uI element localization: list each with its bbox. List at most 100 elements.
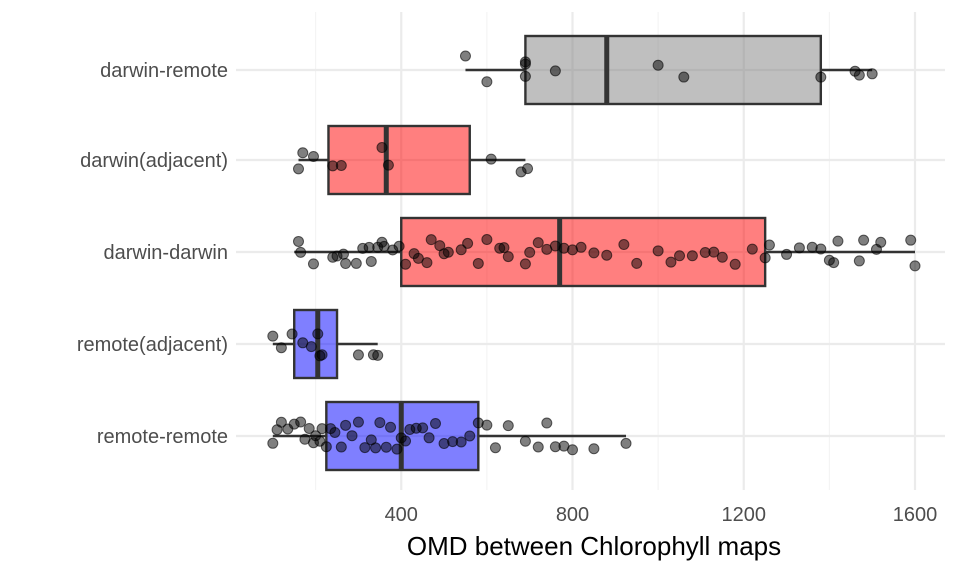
data-point bbox=[652, 245, 664, 257]
data-point bbox=[472, 257, 484, 269]
x-tick-label: 1200 bbox=[722, 504, 767, 526]
x-tick-label: 1600 bbox=[893, 504, 938, 526]
data-point bbox=[853, 255, 865, 267]
data-point bbox=[502, 420, 514, 432]
data-point bbox=[729, 258, 741, 270]
data-point bbox=[400, 258, 412, 270]
data-point bbox=[464, 430, 476, 442]
data-point bbox=[374, 417, 386, 429]
data-point bbox=[340, 258, 352, 270]
data-point bbox=[385, 421, 397, 433]
data-point bbox=[828, 257, 840, 269]
data-point bbox=[489, 442, 501, 454]
y-axis-tick-labels: darwin-remote darwin(adjacent) darwin-darw… bbox=[77, 60, 228, 448]
data-point bbox=[365, 255, 377, 267]
data-point bbox=[423, 432, 435, 444]
data-point bbox=[462, 237, 474, 249]
x-tick-label: 800 bbox=[556, 504, 589, 526]
data-point bbox=[875, 236, 887, 248]
y-tick-label: remote(adjacent) bbox=[77, 334, 228, 356]
data-point bbox=[549, 65, 561, 77]
data-point bbox=[601, 249, 613, 261]
data-point bbox=[295, 246, 307, 258]
data-point bbox=[481, 76, 493, 88]
data-point bbox=[522, 163, 534, 175]
data-point bbox=[455, 436, 467, 448]
data-point bbox=[519, 70, 531, 82]
data-point bbox=[909, 260, 921, 272]
data-point bbox=[359, 442, 371, 454]
data-point bbox=[485, 153, 497, 165]
data-point bbox=[380, 441, 392, 453]
data-point bbox=[815, 243, 827, 255]
data-point bbox=[297, 147, 309, 159]
data-point bbox=[376, 142, 388, 154]
y-tick-label: darwin-darwin bbox=[104, 242, 229, 264]
data-point bbox=[372, 349, 384, 361]
data-point bbox=[519, 56, 531, 68]
data-point bbox=[442, 246, 454, 258]
data-point bbox=[307, 258, 319, 270]
data-point bbox=[793, 242, 805, 254]
data-point bbox=[267, 437, 279, 449]
y-tick-label: remote-remote bbox=[97, 426, 228, 448]
data-point bbox=[498, 242, 510, 254]
data-point bbox=[352, 416, 364, 428]
data-point bbox=[335, 441, 347, 453]
data-point bbox=[400, 435, 412, 447]
box-iqr bbox=[524, 34, 823, 106]
data-point bbox=[293, 235, 304, 247]
data-point bbox=[455, 244, 467, 256]
data-point bbox=[391, 443, 403, 455]
y-tick-label: darwin(adjacent) bbox=[80, 150, 228, 172]
data-point bbox=[459, 50, 471, 62]
data-point bbox=[267, 330, 279, 342]
data-point bbox=[340, 419, 352, 431]
data-point bbox=[708, 246, 720, 258]
data-point bbox=[337, 248, 349, 260]
x-axis-tick-labels: 400 800 1200 1600 bbox=[385, 504, 938, 526]
data-point bbox=[370, 442, 382, 454]
data-point bbox=[858, 234, 870, 246]
data-point bbox=[532, 441, 544, 453]
data-point bbox=[541, 417, 553, 429]
data-point bbox=[759, 252, 771, 264]
data-point bbox=[866, 68, 878, 80]
data-point bbox=[674, 250, 686, 262]
data-point bbox=[346, 430, 358, 442]
data-point bbox=[519, 435, 531, 447]
data-point bbox=[532, 237, 544, 249]
x-axis-title: OMD between Chlorophyll maps bbox=[407, 531, 781, 561]
data-point bbox=[620, 437, 632, 449]
data-point bbox=[652, 59, 664, 71]
data-point bbox=[519, 258, 531, 270]
data-point bbox=[678, 71, 690, 83]
data-point bbox=[746, 243, 758, 255]
data-point bbox=[686, 250, 698, 262]
data-point bbox=[502, 251, 514, 263]
data-point bbox=[905, 234, 917, 246]
data-point bbox=[293, 163, 304, 175]
x-tick-label: 400 bbox=[385, 504, 418, 526]
data-point bbox=[631, 257, 643, 269]
data-point bbox=[575, 241, 587, 253]
box-group-darwin-remote bbox=[465, 34, 873, 106]
data-point bbox=[316, 349, 328, 361]
data-point bbox=[567, 444, 578, 456]
box-group-remote-adjacent bbox=[272, 308, 378, 380]
jitter-points bbox=[267, 50, 921, 456]
data-point bbox=[295, 416, 307, 428]
data-point bbox=[618, 239, 630, 251]
data-point bbox=[716, 251, 728, 263]
data-point bbox=[305, 341, 317, 353]
data-point bbox=[665, 256, 677, 268]
data-point bbox=[430, 417, 441, 429]
data-point bbox=[286, 328, 298, 340]
data-point bbox=[275, 416, 287, 428]
data-point bbox=[307, 150, 319, 162]
data-point bbox=[588, 247, 600, 259]
data-point bbox=[335, 160, 347, 172]
data-point bbox=[393, 240, 405, 252]
data-point bbox=[421, 257, 433, 269]
